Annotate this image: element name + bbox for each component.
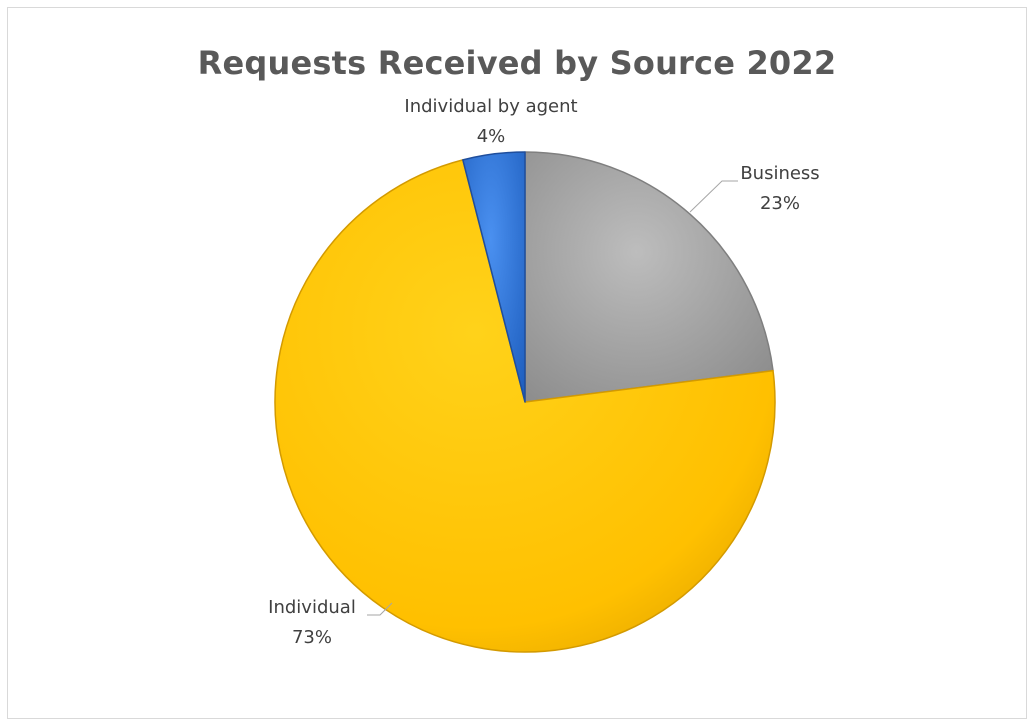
leader-line-individual bbox=[367, 602, 393, 616]
leader-line-business bbox=[689, 180, 738, 213]
data-label-name-individual: Individual bbox=[268, 597, 356, 618]
data-label-percent-individual: 73% bbox=[292, 627, 332, 648]
pie-slice-business bbox=[524, 151, 774, 403]
data-label-percent-business: 23% bbox=[760, 193, 800, 214]
pie-slice-individual-by-agent bbox=[462, 151, 526, 403]
data-label-name-business: Business bbox=[740, 163, 819, 184]
data-label-percent-individual-by-agent: 4% bbox=[477, 126, 506, 147]
data-label-name-individual-by-agent: Individual by agent bbox=[404, 96, 577, 117]
pie-slice-individual bbox=[274, 159, 776, 653]
chart-title: Requests Received by Source 2022 bbox=[197, 44, 837, 82]
